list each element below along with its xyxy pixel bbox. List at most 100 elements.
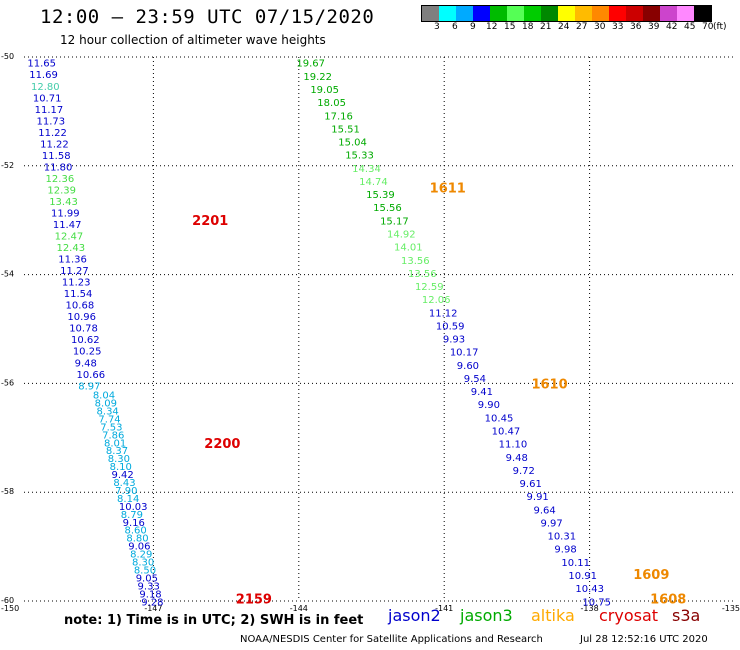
pass-time-label: 2200 [204,437,240,452]
legend-swatch [490,6,507,21]
swh-value-label: 9.54 [464,374,486,385]
legend-swatch [660,6,677,21]
swh-value-label: 9.16 [123,518,145,529]
legend-swatch [575,6,592,21]
pass-time-label: 1610 [531,377,567,392]
swh-value-label: 7.90 [115,486,137,497]
swh-value-label: 15.51 [331,124,360,135]
swh-value-label: 11.47 [53,220,82,231]
swh-value-label: 19.67 [296,59,325,70]
lat-tick-label: -58 [1,487,14,496]
swh-value-label: 9.60 [457,361,479,372]
swh-value-label: 8.37 [106,446,128,457]
swh-value-label: 18.05 [317,98,346,109]
swh-value-label: 9.72 [513,466,535,477]
swh-value-label: 9.41 [471,387,493,398]
swh-value-label: 8.60 [125,526,147,537]
note-text: note: 1) Time is in UTC; 2) SWH is in fe… [64,613,364,628]
swh-value-label: 11.17 [35,105,64,116]
swh-value-label: 9.97 [540,518,562,529]
swh-value-label: 8.30 [108,454,130,465]
swh-value-label: 15.39 [366,190,395,201]
legend-swatch [694,6,711,21]
legend-tick-label: 18 [522,22,534,32]
lon-tick-label: -138 [581,604,599,613]
legend-swatch [507,6,524,21]
swh-value-label: 8.04 [93,391,115,402]
swh-value-label: 15.56 [373,203,402,214]
swh-value-label: 11.69 [29,70,58,81]
pass-time-label: 1611 [430,182,466,197]
swh-value-label: 11.23 [62,278,91,289]
swh-value-label: 11.22 [40,139,69,150]
lon-tick-label: -141 [435,604,453,613]
swh-value-label: 13.43 [49,197,78,208]
swh-value-label: 8.43 [113,478,135,489]
swh-value-label: 11.10 [499,440,528,451]
lon-tick-label: -150 [1,604,19,613]
legend-swatch [677,6,694,21]
legend-tick-label: 12 [486,22,498,32]
legend-tick-label: 24 [558,22,570,32]
lat-tick-label: -54 [1,270,14,279]
swh-value-label: 11.54 [64,289,93,300]
swh-value-label: 8.14 [117,494,139,505]
swh-value-label: 9.33 [138,581,160,592]
swh-value-label: 14.01 [394,243,423,254]
lon-tick-label: -144 [290,604,308,613]
swh-value-label: 10.78 [69,324,98,335]
swh-value-label: 8.01 [104,438,126,449]
legend-tick-label: 27 [576,22,588,32]
legend-tick-label: 42 [666,22,678,32]
legend-tick-label: 15 [504,22,516,32]
legend-swatch [524,6,541,21]
swh-value-label: 9.98 [554,545,576,556]
swh-value-label: 8.09 [95,399,117,410]
swh-value-label: 11.73 [36,116,65,127]
swh-value-label: 10.59 [436,321,465,332]
swh-value-label: 14.92 [387,229,416,240]
swh-value-label: 12.59 [415,282,444,293]
swh-value-label: 9.06 [128,542,150,553]
legend-swatch [541,6,558,21]
satellite-name-cryosat: cryosat [599,606,659,625]
pass-time-label: 2159 [236,592,272,607]
swh-value-label: 9.48 [75,358,97,369]
swh-value-label: 8.29 [130,550,152,561]
legend-tick-label: 33 [612,22,624,32]
swh-value-label: 10.66 [76,370,105,381]
swh-value-label: 10.03 [119,502,148,513]
legend-swatch [473,6,490,21]
footer-timestamp: Jul 28 12:52:16 UTC 2020 [580,634,708,645]
swh-value-label: 11.12 [429,308,458,319]
swh-value-label: 10.43 [575,584,604,595]
swh-value-label: 12.80 [31,82,60,93]
pass-time-label: 2201 [192,214,228,229]
legend-tick-label: 39 [648,22,660,32]
legend-swatch [456,6,473,21]
lat-tick-label: -50 [1,52,14,61]
swh-value-label: 9.93 [443,335,465,346]
satellite-name-jason3: jason3 [460,606,513,625]
page-title: 12:00 – 23:59 UTC 07/15/2020 [40,6,375,28]
swh-value-label: 10.11 [561,558,590,569]
swh-value-label: 9.05 [136,573,158,584]
swh-value-label: 15.04 [338,138,367,149]
swh-value-label: 12.43 [56,243,85,254]
swh-value-label: 11.27 [60,266,89,277]
lon-tick-label: -135 [722,604,740,613]
color-legend-bar [421,5,712,22]
legend-tick-label: 45 [684,22,696,32]
lat-tick-label: -56 [1,378,14,387]
swh-value-label: 15.17 [380,216,409,227]
swh-value-label: 15.33 [345,151,374,162]
swh-value-label: 12.36 [46,174,75,185]
legend-tick-label: 70 [702,22,714,32]
legend-swatch [609,6,626,21]
swh-value-label: 10.31 [547,532,576,543]
swh-value-label: 8.80 [126,534,148,545]
swh-value-label: 17.16 [324,111,353,122]
legend-swatch [422,6,439,21]
swh-value-label: 11.58 [42,151,71,162]
